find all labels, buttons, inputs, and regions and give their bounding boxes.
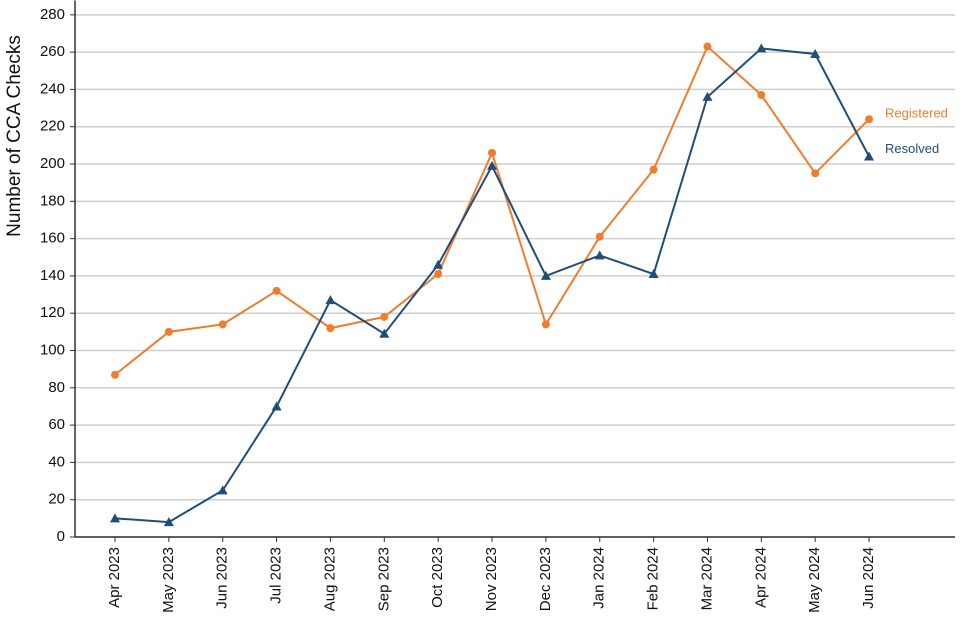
point-marker	[488, 148, 497, 157]
point-marker	[111, 370, 119, 379]
point-marker	[648, 269, 659, 279]
point-marker	[487, 160, 498, 170]
point-marker	[434, 270, 443, 279]
x-tick-label: Oct 2023	[429, 547, 446, 608]
point-marker	[217, 485, 228, 495]
point-marker	[702, 91, 713, 101]
y-tick-label: 120	[40, 304, 65, 321]
point-marker	[163, 517, 174, 527]
x-tick-label: Sep 2023	[375, 547, 392, 611]
point-marker	[379, 328, 390, 338]
x-tick-label: Mar 2024	[698, 547, 715, 610]
point-marker	[540, 270, 551, 280]
y-tick-label: 220	[40, 118, 65, 135]
y-tick-label: 40	[48, 453, 65, 470]
y-axis-label: Number of CCA Checks	[4, 35, 25, 237]
y-tick-label: 80	[48, 379, 65, 396]
x-tick-label: May 2024	[806, 547, 823, 613]
point-marker	[756, 43, 767, 53]
point-marker	[541, 320, 550, 329]
x-tick-label: Apr 2023	[106, 547, 123, 608]
point-marker	[865, 115, 874, 124]
y-tick-label: 20	[48, 491, 65, 508]
point-marker	[864, 151, 875, 161]
x-tick-label: Jun 2024	[860, 547, 877, 609]
x-tick-label: Nov 2023	[483, 547, 500, 611]
point-marker	[110, 513, 120, 523]
y-tick-label: 280	[40, 6, 65, 23]
x-tick-label: Aug 2023	[321, 547, 338, 611]
y-tick-label: 60	[48, 416, 65, 433]
y-tick-label: 160	[40, 230, 65, 247]
point-marker	[271, 401, 282, 411]
point-marker	[325, 295, 336, 305]
y-tick-label: 180	[40, 192, 65, 209]
series-line	[114, 44, 870, 376]
x-tick-label: Jul 2023	[268, 547, 285, 604]
y-tick-label: 100	[40, 341, 65, 358]
series-line	[114, 47, 870, 524]
point-marker	[811, 169, 820, 178]
point-marker	[164, 327, 173, 336]
y-tick-label: 0	[57, 528, 65, 545]
point-marker	[757, 91, 766, 100]
point-marker	[218, 320, 227, 329]
x-tick-label: Apr 2024	[752, 547, 769, 608]
y-tick-label: 200	[40, 155, 65, 172]
x-tick-label: Feb 2024	[645, 547, 662, 610]
series-label: Resolved	[885, 141, 939, 156]
point-marker	[433, 259, 444, 269]
point-marker	[272, 286, 281, 295]
y-tick-label: 260	[40, 43, 65, 60]
point-marker	[595, 232, 604, 241]
series-label: Registered	[885, 106, 948, 121]
point-marker	[810, 48, 821, 58]
x-tick-label: Dec 2023	[537, 547, 554, 611]
point-marker	[380, 312, 389, 321]
x-tick-label: Jun 2023	[214, 547, 231, 609]
x-tick-label: Jan 2024	[591, 547, 608, 609]
point-marker	[594, 250, 605, 260]
point-marker	[649, 165, 658, 174]
y-tick-label: 240	[40, 80, 65, 97]
x-tick-label: May 2023	[160, 547, 177, 613]
y-tick-label: 140	[40, 267, 65, 284]
point-marker	[326, 324, 335, 333]
point-marker	[703, 42, 712, 51]
